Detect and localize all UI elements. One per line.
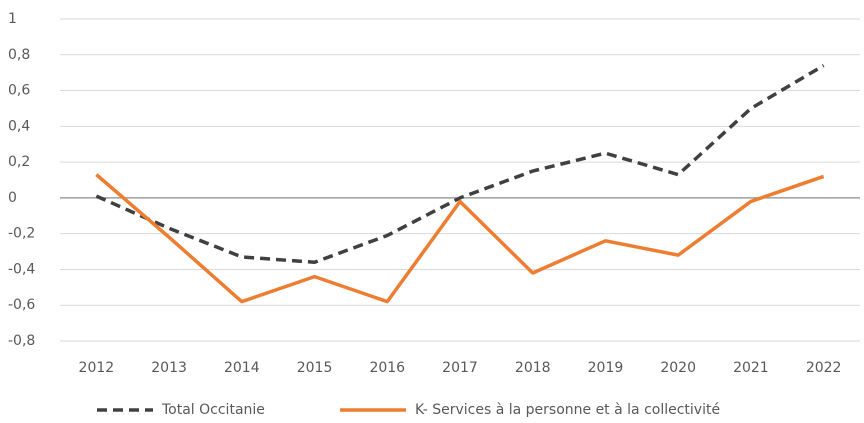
y-tick-label: 0 <box>8 190 17 206</box>
y-tick-label: 0,6 <box>8 83 30 99</box>
legend-label: Total Occitanie <box>161 402 265 418</box>
y-tick-label: 1 <box>8 11 17 27</box>
y-tick-label: 0,4 <box>8 118 30 134</box>
x-tick-label: 2016 <box>369 360 405 376</box>
x-tick-label: 2020 <box>660 360 696 376</box>
x-tick-label: 2019 <box>588 360 624 376</box>
series-line <box>95 64 825 265</box>
x-tick-label: 2017 <box>442 360 478 376</box>
x-tick-label: 2012 <box>79 360 115 376</box>
x-tick-label: 2022 <box>806 360 842 376</box>
legend-label: K- Services à la personne et à la collec… <box>415 402 720 418</box>
x-tick-label: 2014 <box>224 360 260 376</box>
y-tick-label: -0,6 <box>8 297 35 313</box>
y-tick-label: -0,8 <box>8 333 35 349</box>
y-tick-label: 0,2 <box>8 154 30 170</box>
y-tick-label: -0,4 <box>8 261 35 277</box>
x-tick-label: 2015 <box>297 360 333 376</box>
y-tick-label: -0,2 <box>8 226 35 242</box>
series-line <box>95 173 825 304</box>
y-tick-label: 0,8 <box>8 47 30 63</box>
x-tick-label: 2018 <box>515 360 551 376</box>
x-tick-label: 2021 <box>733 360 769 376</box>
x-tick-label: 2013 <box>151 360 187 376</box>
